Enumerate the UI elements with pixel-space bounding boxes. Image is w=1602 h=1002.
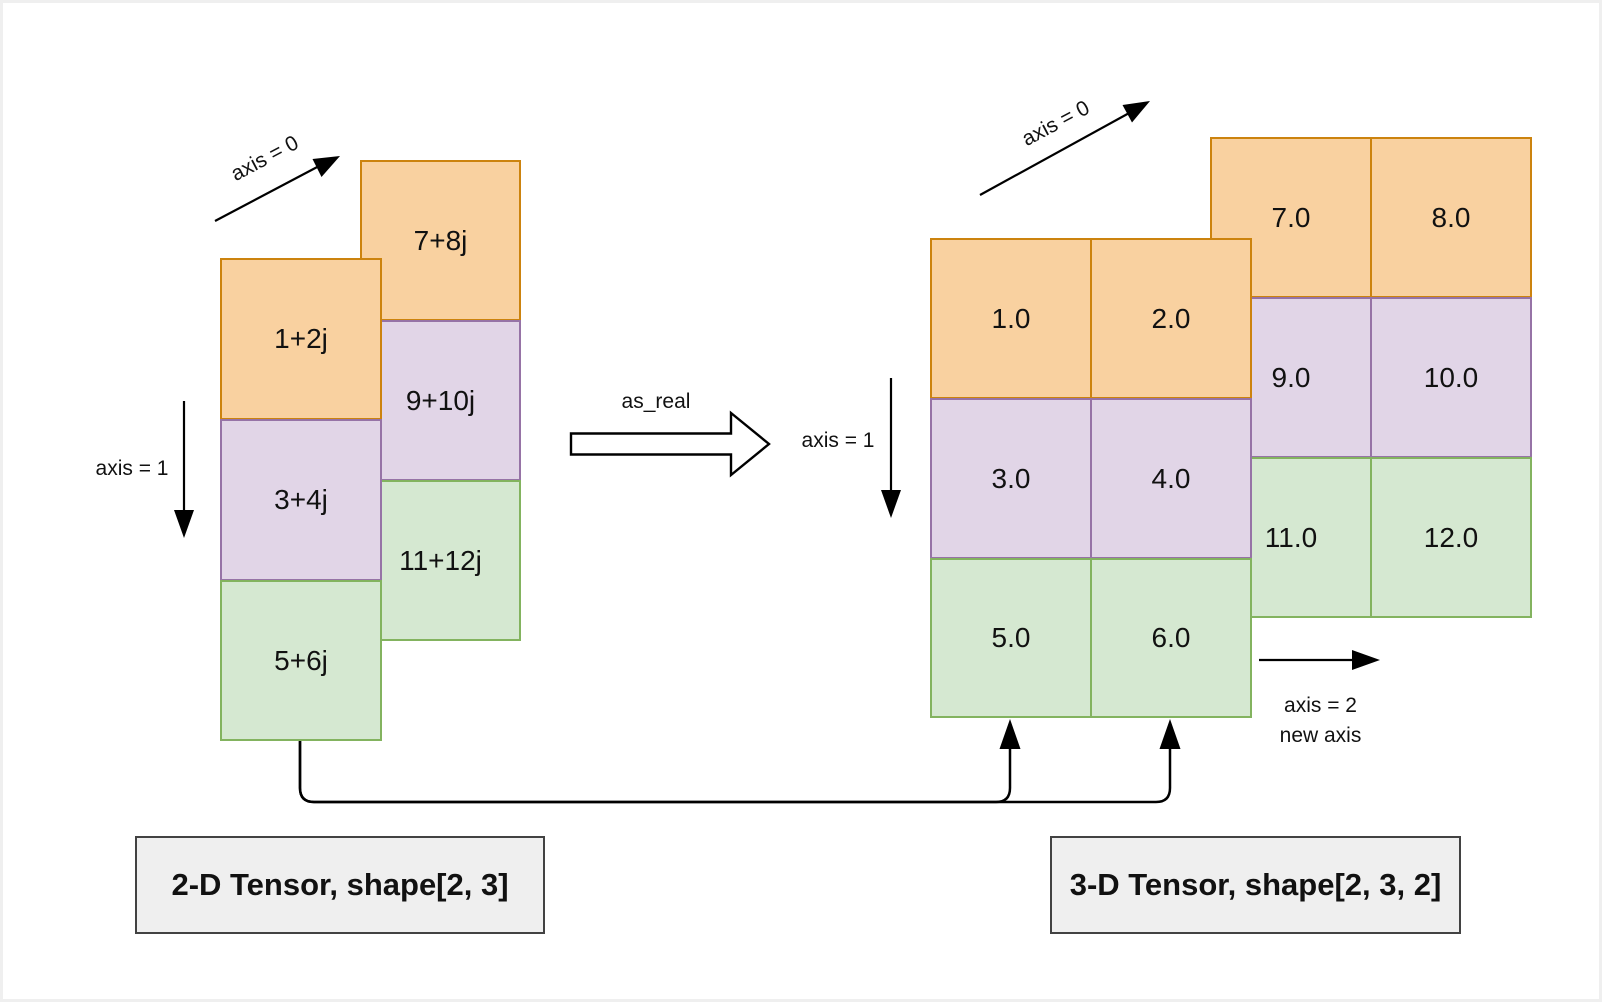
left-tensor-caption-box: 2-D Tensor, shape[2, 3] (135, 836, 545, 934)
axis2-label-line2: new axis (1279, 724, 1362, 747)
cell-5plus6j: 5+6j (220, 580, 382, 741)
left-axis1-label: axis = 1 (95, 457, 169, 480)
right-tensor-caption-box: 3-D Tensor, shape[2, 3, 2] (1050, 836, 1461, 934)
cell-8.0: 8.0 (1370, 137, 1532, 298)
cell-12.0: 12.0 (1370, 457, 1532, 618)
connector-to-5.0 (298, 719, 1021, 804)
right-axis2-arrow-icon (1259, 650, 1380, 670)
right-axis2-label: axis = 2 new axis (1248, 691, 1393, 751)
left-axis0-label: axis = 0 (227, 131, 303, 186)
cell-5.0: 5.0 (930, 558, 1092, 718)
cell-2.0: 2.0 (1090, 238, 1252, 399)
right-axis1-label: axis = 1 (801, 429, 875, 452)
cell-11plus12j: 11+12j (360, 480, 521, 641)
connector-to-6.0 (298, 719, 1181, 804)
right-axis0-label: axis = 0 (1018, 96, 1094, 151)
cell-3.0: 3.0 (930, 398, 1092, 559)
cell-1.0: 1.0 (930, 238, 1092, 399)
cell-6.0: 6.0 (1090, 558, 1252, 718)
cell-4.0: 4.0 (1090, 398, 1252, 559)
axis2-label-line1: axis = 2 (1284, 694, 1357, 717)
left-tensor-caption: 2-D Tensor, shape[2, 3] (171, 867, 509, 902)
cell-7plus8j: 7+8j (360, 160, 521, 321)
cell-1plus2j: 1+2j (220, 258, 382, 420)
cell-3plus4j: 3+4j (220, 419, 382, 581)
right-tensor-caption: 3-D Tensor, shape[2, 3, 2] (1069, 867, 1442, 902)
as-real-label: as_real (621, 390, 691, 413)
as-real-block-arrow-icon (569, 410, 771, 478)
cell-10.0: 10.0 (1370, 297, 1532, 458)
cell-9plus10j: 9+10j (360, 320, 521, 481)
